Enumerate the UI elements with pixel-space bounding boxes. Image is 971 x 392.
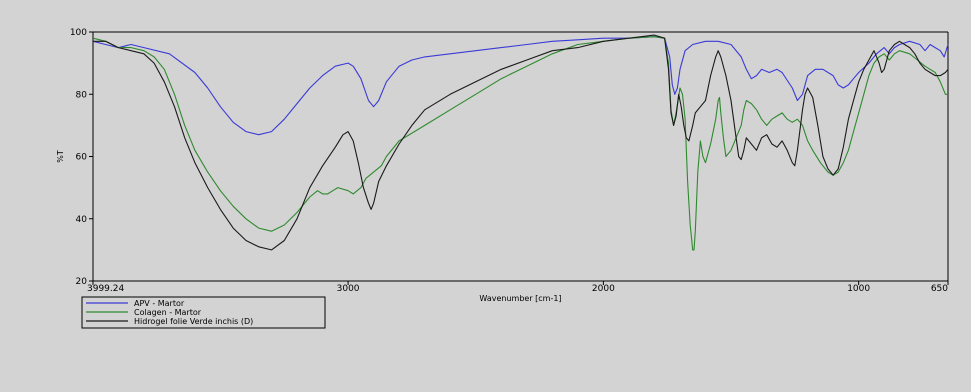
x-axis-title: Wavenumber [cm-1] xyxy=(479,294,561,303)
y-tick-label: 60 xyxy=(76,153,88,163)
y-tick-label: 80 xyxy=(76,90,88,100)
y-tick-label: 20 xyxy=(76,277,88,287)
y-axis-title: %T xyxy=(56,150,65,163)
x-tick-label: 3999.24 xyxy=(87,284,124,294)
series-line-2 xyxy=(92,36,948,251)
legend-label: Hidrogel folie Verde inchis (D) xyxy=(134,317,253,326)
x-tick-label: 650 xyxy=(931,284,948,294)
x-tick-label: 3000 xyxy=(337,284,360,294)
y-axis-ticks: 20 40 60 80 100 xyxy=(70,28,93,287)
y-tick-label: 100 xyxy=(70,28,87,38)
x-tick-label: 1000 xyxy=(847,284,870,294)
series-lines xyxy=(92,34,949,251)
plot-area: 3999.24 3000 2000 1000 650 20 40 60 80 100 Waven… xyxy=(56,28,949,303)
legend-label: APV - Martor xyxy=(134,299,185,308)
series-line-3 xyxy=(93,34,949,251)
series-line-1 xyxy=(92,36,949,136)
x-tick-label: 2000 xyxy=(592,284,615,294)
legend-label: Colagen - Martor xyxy=(134,308,202,317)
x-axis-ticks: 3999.24 3000 2000 1000 650 xyxy=(87,281,949,294)
y-tick-label: 40 xyxy=(76,215,88,225)
